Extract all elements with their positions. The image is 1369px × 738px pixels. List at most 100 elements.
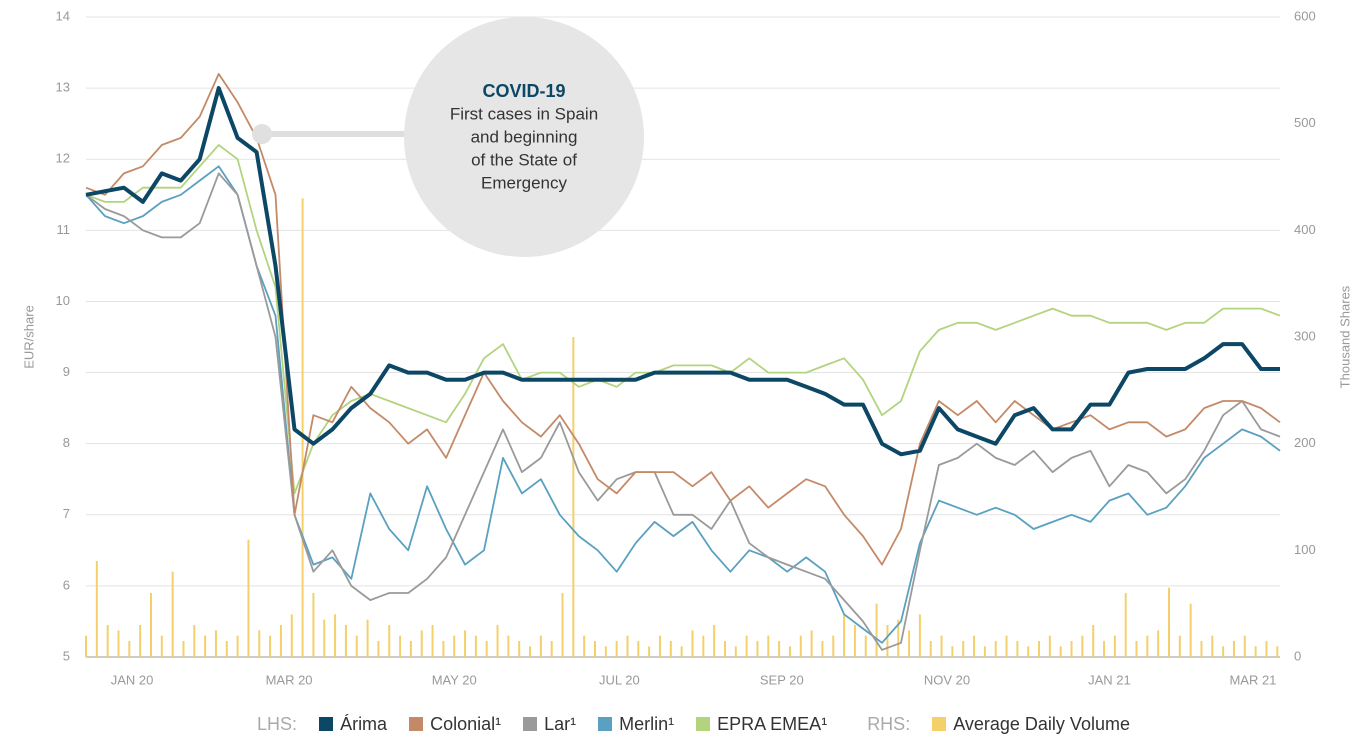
legend-swatch — [523, 717, 538, 731]
volume-bar — [1059, 646, 1062, 657]
volume-bar — [171, 571, 174, 657]
volume-bar — [1222, 646, 1225, 657]
volume-bar — [1048, 635, 1051, 657]
volume-bar — [377, 641, 380, 657]
x-tick-label: SEP 20 — [760, 672, 804, 687]
volume-bar — [550, 641, 553, 657]
x-tick-label: JAN 21 — [1088, 672, 1131, 687]
volume-bar — [778, 641, 781, 657]
annotation-bubble — [404, 17, 644, 257]
x-tick-label: MAY 20 — [432, 672, 477, 687]
volume-bar — [864, 635, 867, 657]
volume-bar — [529, 646, 532, 657]
volume-bar — [85, 635, 87, 657]
volume-bar — [323, 619, 326, 657]
volume-bar — [994, 641, 997, 657]
volume-bar — [388, 625, 391, 657]
legend-swatch — [932, 717, 947, 731]
legend-label: Colonial¹ — [430, 713, 502, 734]
y-tick-label: 5 — [63, 648, 70, 663]
series-line — [85, 86, 1280, 457]
volume-bar — [431, 625, 434, 657]
volume-bar — [951, 646, 954, 657]
volume-bar — [918, 614, 921, 657]
volume-bar — [225, 641, 228, 657]
volume-bar — [420, 630, 423, 657]
x-tick-label: MAR 20 — [266, 672, 313, 687]
volume-bar — [290, 614, 293, 657]
volume-bar — [886, 625, 889, 657]
volume-bar — [723, 641, 726, 657]
legend-label: Merlin¹ — [619, 713, 675, 734]
volume-bar — [1254, 646, 1257, 657]
annotation-line: Emergency — [481, 173, 567, 192]
volume-bar — [843, 614, 846, 657]
y2-tick-label: 0 — [1294, 648, 1301, 663]
volume-bar — [301, 198, 304, 658]
volume-bar — [247, 539, 250, 657]
legend-label: Lar¹ — [544, 713, 577, 734]
annotation-title: COVID-19 — [482, 81, 565, 101]
legend-item: Average Daily Volume — [932, 714, 1130, 735]
y-tick-label: 9 — [63, 364, 70, 379]
volume-bar — [875, 603, 878, 657]
legend-swatch — [598, 717, 613, 731]
volume-bar — [1113, 635, 1116, 657]
x-tick-label: NOV 20 — [924, 672, 970, 687]
volume-bar — [929, 641, 932, 657]
volume-bar — [788, 646, 791, 657]
volume-bar — [1146, 635, 1149, 657]
volume-bar — [312, 593, 315, 657]
legend-swatch — [696, 717, 711, 731]
y-tick-label: 8 — [63, 435, 70, 450]
volume-bar — [258, 630, 261, 657]
y2-tick-label: 100 — [1294, 542, 1316, 557]
y2-tick-label: 500 — [1294, 115, 1316, 130]
volume-bar — [1265, 641, 1268, 657]
volume-bar — [637, 641, 640, 657]
volume-bar — [485, 641, 488, 657]
y-tick-label: 11 — [57, 222, 71, 237]
volume-bar — [745, 635, 748, 657]
volume-bar — [561, 593, 564, 657]
volume-bar — [897, 619, 900, 657]
volume-bar — [1157, 630, 1160, 657]
volume-bar — [160, 635, 163, 657]
x-tick-label: MAR 21 — [1229, 672, 1276, 687]
volume-bar — [853, 625, 856, 657]
volume-bar — [1178, 635, 1181, 657]
volume-bar — [832, 635, 835, 657]
volume-bar — [604, 646, 607, 657]
series-line — [85, 165, 1281, 644]
volume-bar — [810, 630, 813, 657]
volume-bar — [236, 635, 239, 657]
legend-item: Merlin¹ — [598, 714, 674, 735]
volume-bar — [279, 625, 282, 657]
volume-bar — [117, 630, 120, 657]
volume-bar — [366, 619, 369, 657]
annotation-marker — [252, 124, 272, 144]
volume-bar — [713, 625, 716, 657]
volume-bar — [658, 635, 661, 657]
volume-bar — [1232, 641, 1235, 657]
y2-tick-label: 300 — [1294, 328, 1316, 343]
annotation-line: and beginning — [471, 127, 578, 146]
volume-bar — [214, 630, 217, 657]
volume-bar — [799, 635, 802, 657]
y-tick-label: 6 — [63, 577, 70, 592]
volume-bar — [507, 635, 510, 657]
volume-bar — [1027, 646, 1030, 657]
legend-label: Árima — [340, 713, 388, 734]
x-tick-label: JUL 20 — [599, 672, 640, 687]
volume-bar — [1276, 646, 1279, 657]
legend-item: Árima — [319, 714, 387, 735]
volume-bar — [1189, 603, 1192, 657]
legend-label: RHS: — [867, 713, 911, 734]
volume-bar — [583, 635, 586, 657]
volume-bar — [680, 646, 683, 657]
volume-bar — [821, 641, 824, 657]
legend-label: EPRA EMEA¹ — [717, 713, 828, 734]
volume-bar — [702, 635, 705, 657]
y-tick-label: 14 — [56, 8, 70, 23]
volume-bar — [474, 635, 477, 657]
